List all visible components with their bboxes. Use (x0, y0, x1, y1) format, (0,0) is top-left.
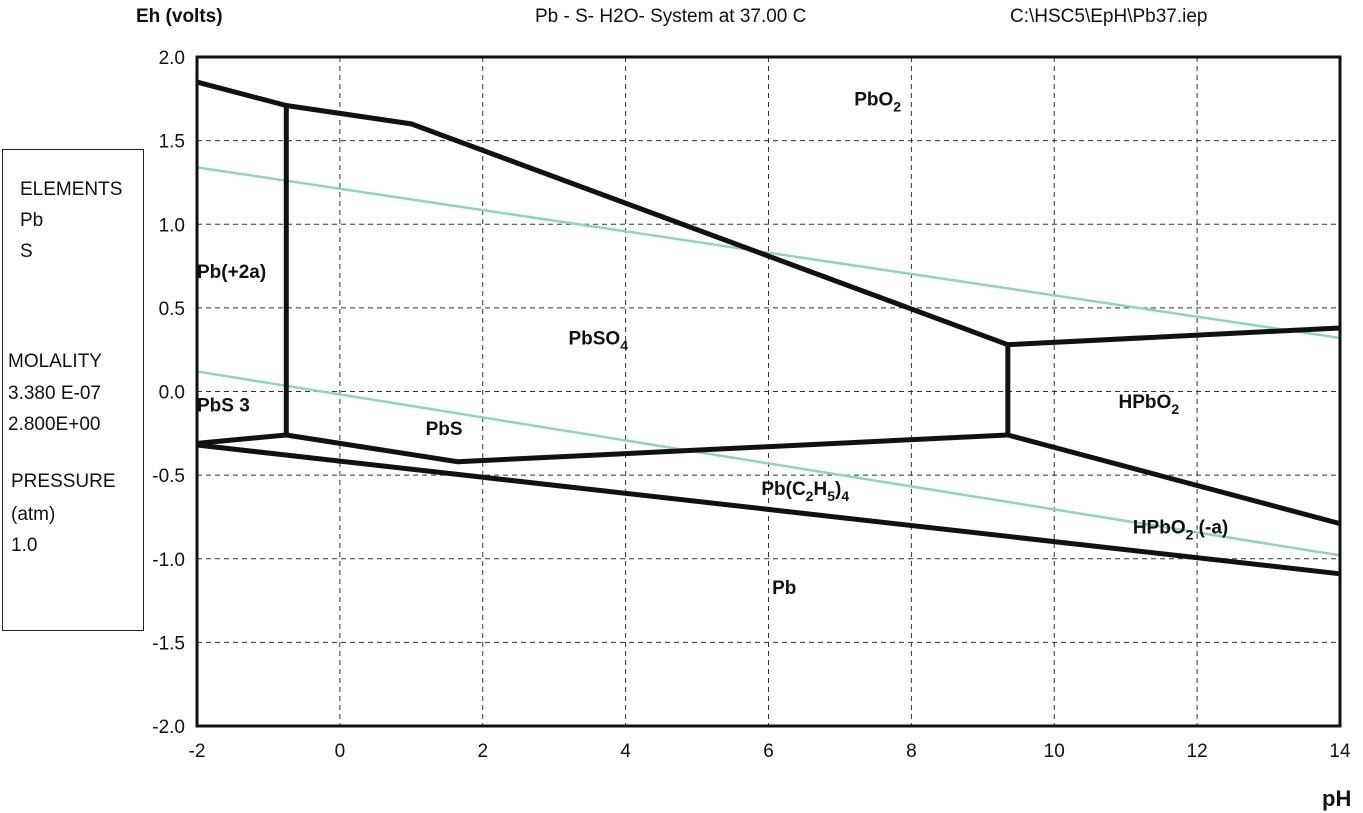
water-stability-lines (196, 166, 1341, 557)
phase-boundary-line (1007, 432, 1341, 527)
region-label: PbS 3 (197, 396, 250, 417)
pressure-unit: (atm) (11, 504, 56, 525)
pressure-value: 1.0 (11, 535, 38, 556)
water-stability-line (196, 370, 1341, 557)
y-axis-title: Eh (volts) (136, 6, 223, 27)
water-stability-line (196, 166, 1341, 340)
elements-heading: ELEMENTS (20, 179, 123, 200)
y-tick-label: -1.5 (152, 633, 185, 654)
molality-s: 2.800E+00 (8, 414, 101, 435)
region-label: PbS (426, 419, 463, 440)
y-tick-label: -2.0 (152, 717, 185, 738)
y-tick-label: 2.0 (159, 48, 185, 69)
phase-boundary-line (196, 79, 1341, 348)
y-tick-label: -0.5 (152, 466, 185, 487)
region-label: Pb(+2a) (197, 262, 266, 283)
region-labels: PbO2 Pb(+2a) PbSO4 PbS 3 PbS HPbO2 Pb(C2H5)4 HP… (197, 90, 1228, 599)
molality-heading: MOLALITY (8, 351, 102, 372)
region-label: Pb (772, 578, 796, 599)
pressure-heading: PRESSURE (11, 471, 116, 492)
y-tick-label: 1.5 (159, 132, 185, 153)
tick-labels: -2 0 2 4 6 8 10 12 14 2.0 1.5 1.0 0.5 0.0 -0.5 -1.0 -1.5… (152, 48, 1351, 762)
x-tick-label: 0 (335, 741, 346, 762)
y-tick-label: 0.0 (159, 383, 185, 404)
region-label: Pb(C2H5)4 (761, 479, 849, 504)
grid (197, 57, 1340, 726)
element-pb: Pb (20, 210, 44, 231)
y-tick-label: -1.0 (152, 550, 185, 571)
phase-boundary-line (196, 442, 1341, 577)
x-tick-label: 2 (477, 741, 488, 762)
file-path: C:\HSC5\EpH\Pb37.iep (1010, 6, 1208, 27)
x-tick-label: 6 (763, 741, 774, 762)
region-label: PbO2 (854, 90, 901, 115)
x-tick-label: -2 (189, 741, 206, 762)
region-label: HPbO2 (1119, 392, 1180, 417)
x-tick-label: 4 (620, 741, 631, 762)
x-tick-label: 8 (906, 741, 917, 762)
x-tick-label: 10 (1044, 741, 1065, 762)
phase-boundary-line (196, 432, 1008, 465)
element-s: S (20, 241, 33, 262)
phase-boundaries (196, 79, 1341, 577)
x-tick-label: 14 (1329, 741, 1351, 762)
y-tick-label: 1.0 (159, 215, 185, 236)
y-tick-label: 0.5 (159, 299, 185, 320)
region-label: PbSO4 (568, 329, 628, 354)
info-box: ELEMENTS Pb S MOLALITY 3.380 E-07 2.800E… (2, 149, 144, 631)
plot-frame (195, 55, 1342, 728)
x-tick-label: 12 (1187, 741, 1208, 762)
region-label: HPbO2 (-a) (1133, 518, 1228, 543)
chart-title: Pb - S- H2O- System at 37.00 C (535, 6, 807, 27)
molality-pb: 3.380 E-07 (8, 383, 101, 404)
x-axis-title: pH (1322, 786, 1352, 811)
